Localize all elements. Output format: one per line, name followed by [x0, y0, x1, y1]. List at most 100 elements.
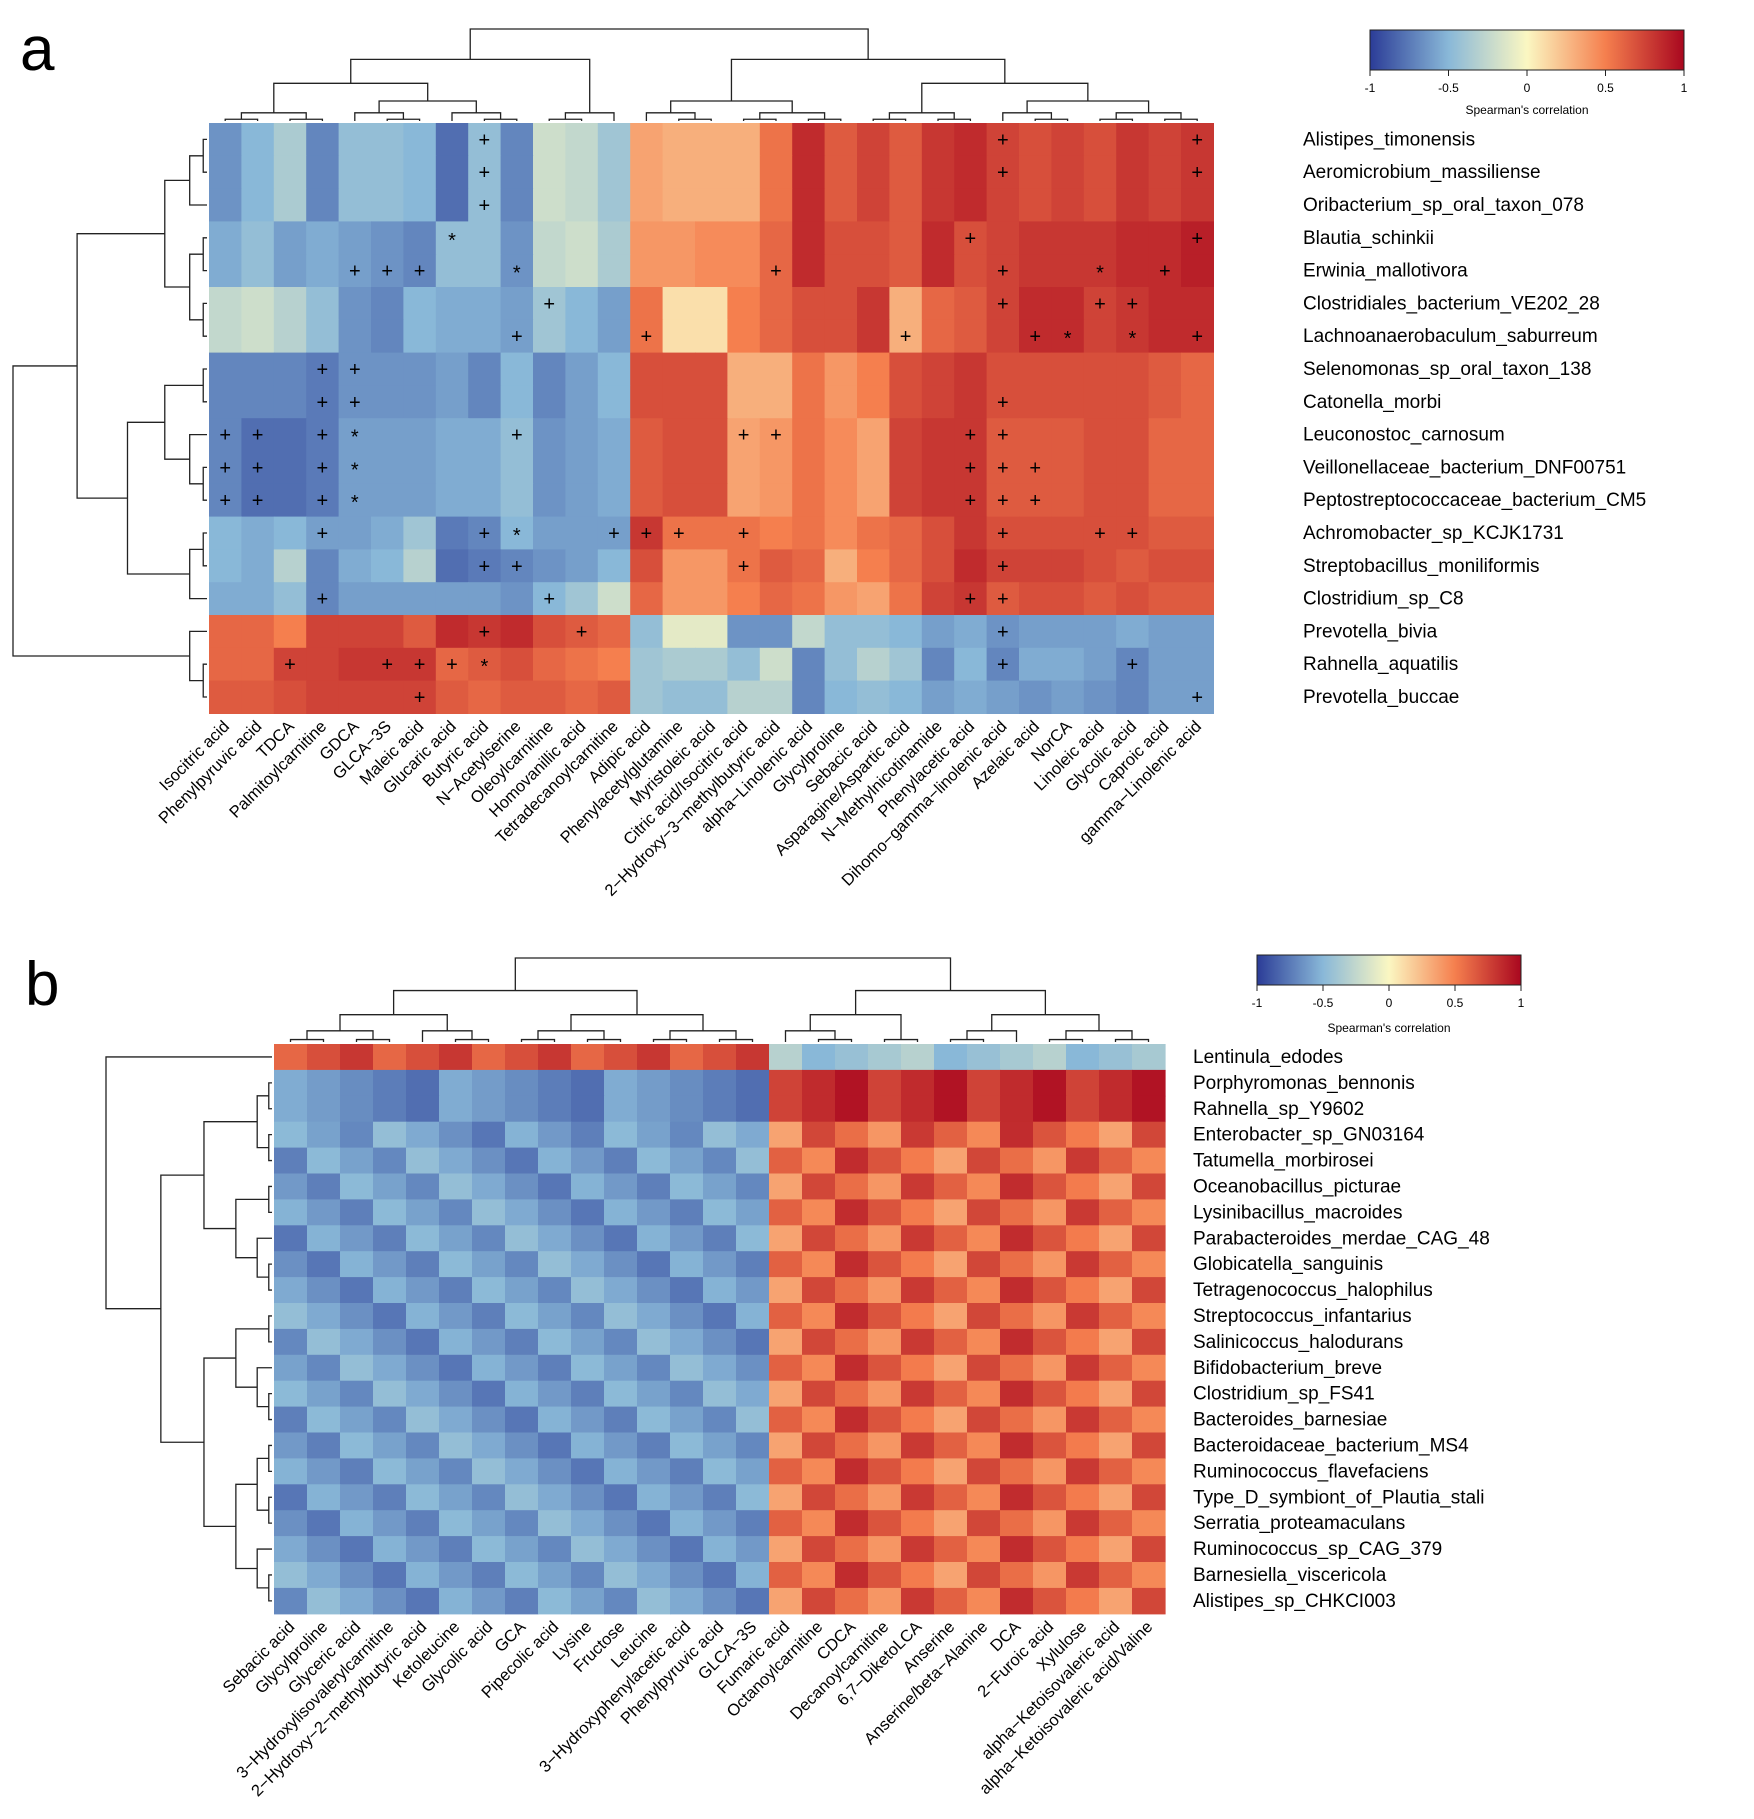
heat-cell	[986, 287, 1020, 321]
dendrogram-branch	[273, 82, 429, 113]
heat-cell	[307, 1587, 341, 1615]
heat-cell	[1181, 549, 1214, 583]
significance-mark: +	[997, 392, 1009, 414]
heat-cell	[868, 1380, 902, 1408]
heat-cell	[1099, 1095, 1133, 1123]
heat-cell	[703, 1277, 737, 1304]
heat-cell	[824, 385, 858, 419]
heat-cell	[538, 1173, 572, 1200]
heat-cell	[273, 319, 307, 354]
heat-cell	[403, 483, 437, 518]
heat-cell	[662, 123, 696, 157]
heat-cell	[1181, 319, 1214, 354]
heat-cell	[736, 1406, 770, 1434]
heat-cell	[373, 1303, 407, 1330]
heat-cell	[1116, 483, 1150, 518]
heat-cell	[967, 1121, 1001, 1149]
heat-cell	[986, 254, 1020, 288]
heat-cell	[1066, 1328, 1100, 1356]
heat-cell	[967, 1484, 1001, 1511]
dendrogram-branch	[809, 1014, 902, 1040]
heat-cell	[857, 516, 890, 550]
heat-cell	[1033, 1458, 1067, 1485]
heat-cell	[986, 582, 1020, 616]
heat-cell	[662, 155, 696, 190]
heat-cell	[792, 188, 826, 222]
heat-cell	[1019, 385, 1052, 419]
heat-cell	[274, 1510, 308, 1537]
heat-cell	[857, 418, 890, 452]
heat-cell	[824, 516, 858, 550]
dendrogram-branch	[669, 1030, 737, 1040]
heat-cell	[307, 1510, 341, 1537]
colorbar-b-gradient	[1256, 954, 1522, 986]
heat-cell	[662, 418, 696, 452]
heat-cell	[472, 1510, 506, 1537]
heat-cell	[824, 680, 858, 714]
dendrogram-branch	[469, 28, 869, 60]
heat-cell	[637, 1251, 671, 1278]
heat-cell	[1066, 1536, 1100, 1563]
heat-cell	[371, 516, 404, 550]
significance-mark: +	[1191, 129, 1203, 151]
heat-cell	[403, 155, 437, 190]
heat-cell	[371, 254, 404, 288]
dendrogram-branch	[268, 1185, 272, 1213]
heat-cell	[533, 221, 566, 255]
heat-cell	[670, 1406, 704, 1434]
heat-cell	[802, 1328, 836, 1356]
heat-cell	[695, 483, 728, 518]
heat-cell	[538, 1328, 572, 1356]
row-label: Porphyromonas_bennonis	[1193, 1073, 1415, 1094]
heat-cell	[1083, 615, 1117, 649]
heat-cell	[500, 155, 534, 190]
heat-cell	[439, 1587, 473, 1615]
dendrogram-branch	[256, 1237, 272, 1278]
heat-cell	[986, 516, 1020, 550]
heat-cell	[538, 1121, 572, 1149]
row-label: Lentinula_edodes	[1193, 1047, 1343, 1068]
heat-cell	[889, 221, 923, 255]
heat-cell	[373, 1484, 407, 1511]
heat-cell	[604, 1328, 638, 1356]
panel-letter-b: b	[25, 950, 59, 1019]
heat-cell	[472, 1277, 506, 1304]
heat-cell	[439, 1536, 473, 1563]
significance-mark: +	[479, 523, 491, 545]
heat-cell	[662, 516, 696, 550]
heat-cell	[533, 615, 566, 649]
heat-cell	[736, 1536, 770, 1563]
heat-cell	[934, 1147, 968, 1175]
heat-cell	[824, 221, 858, 255]
significance-mark: +	[252, 457, 264, 479]
heat-cell	[597, 352, 631, 386]
heat-cell	[274, 1277, 308, 1304]
heat-cell	[934, 1225, 968, 1252]
heat-cell	[662, 680, 696, 714]
heat-cell	[472, 1121, 506, 1149]
heat-cell	[703, 1432, 737, 1459]
heat-cell	[597, 615, 631, 649]
heat-cell	[835, 1458, 869, 1485]
heat-cell	[209, 483, 242, 518]
heat-cell	[307, 1536, 341, 1563]
heat-cell	[241, 221, 275, 255]
heat-cell	[571, 1251, 605, 1278]
heat-cell	[406, 1536, 440, 1563]
heat-cell	[274, 1069, 308, 1097]
heat-cell	[307, 1199, 341, 1226]
significance-mark: +	[543, 293, 555, 315]
heat-cell	[209, 254, 242, 288]
heat-cell	[769, 1147, 803, 1175]
heat-cell	[371, 188, 404, 222]
heat-cell	[1181, 221, 1214, 255]
heat-cell	[505, 1562, 539, 1589]
heat-cell	[889, 615, 923, 649]
heatmap-a-significance: + + + + + + + * + + + + + * + + * + + + + + + + + + * * + + + + + + + + + * + +…	[219, 129, 1203, 709]
heat-cell	[538, 1484, 572, 1511]
dendrogram-branch	[921, 82, 1089, 113]
heat-cell	[209, 647, 242, 682]
significance-mark: +	[965, 228, 977, 250]
heat-cell	[695, 516, 728, 550]
heat-cell	[695, 418, 728, 452]
